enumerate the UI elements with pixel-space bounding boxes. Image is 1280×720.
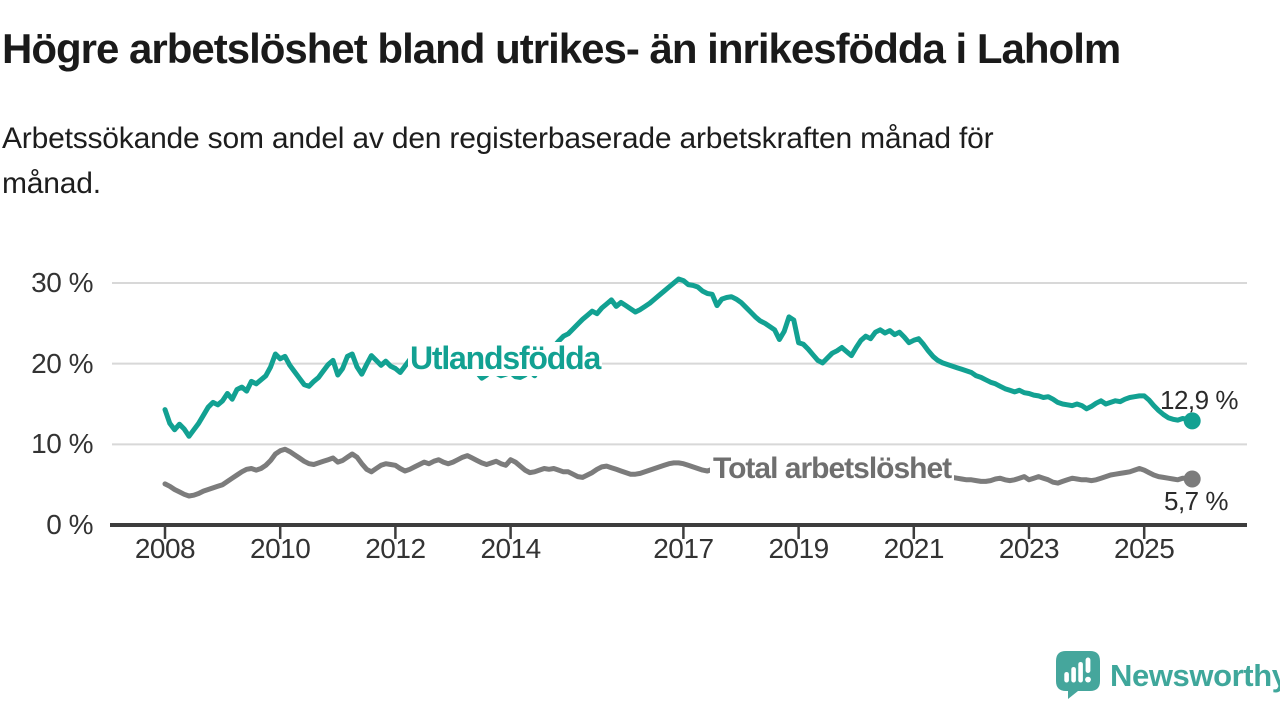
- newsworthy-logo-text: Newsworthy: [1110, 657, 1280, 693]
- x-tick-label: 2010: [250, 533, 311, 564]
- series-line: [162, 446, 1195, 499]
- chart-subtitle: Arbetssökande som andel av den registerb…: [2, 116, 994, 206]
- logo-bar-3: [1078, 662, 1083, 683]
- logo-exclamation-dot: [1085, 676, 1091, 683]
- series-label-utlandsfodda: Utlandsfödda: [408, 340, 603, 376]
- x-tick-label: 2014: [480, 533, 541, 564]
- newsworthy-logo: Newsworthy: [1056, 651, 1280, 699]
- y-tick-label: 10 %: [31, 428, 93, 460]
- x-tick-label: 2012: [365, 533, 426, 564]
- x-tick-label: 2017: [653, 533, 714, 564]
- x-tick-label: 2023: [998, 533, 1060, 564]
- logo-bar-2: [1071, 667, 1076, 683]
- y-tick-label: 20 %: [31, 347, 93, 379]
- series-end-dot: [1183, 470, 1201, 488]
- x-tick-label: 2008: [134, 533, 196, 564]
- newsworthy-logo-icon: [1056, 651, 1100, 699]
- end-value-label-utlandsfodda: 12,9 %: [1160, 385, 1238, 415]
- series-line: [162, 276, 1195, 439]
- end-value-label-total: 5,7 %: [1164, 486, 1229, 516]
- chart-subtitle-line1: Arbetssökande som andel av den registerb…: [2, 122, 994, 155]
- y-tick-label: 30 %: [31, 266, 93, 298]
- y-tick-label: 0 %: [46, 509, 93, 540]
- chart-subtitle-line2: månad.: [2, 167, 101, 200]
- series-label-total: Total arbetslöshet: [710, 454, 955, 485]
- logo-bar-1: [1064, 672, 1069, 683]
- series-end-dot: [1183, 412, 1201, 430]
- chart-title: Högre arbetslöshet bland utrikes- än inr…: [2, 25, 1121, 72]
- x-tick-label: 2021: [883, 533, 945, 564]
- logo-exclamation-bar: [1085, 657, 1091, 673]
- x-tick-label: 2025: [1114, 533, 1175, 564]
- x-tick-label: 2019: [768, 533, 829, 564]
